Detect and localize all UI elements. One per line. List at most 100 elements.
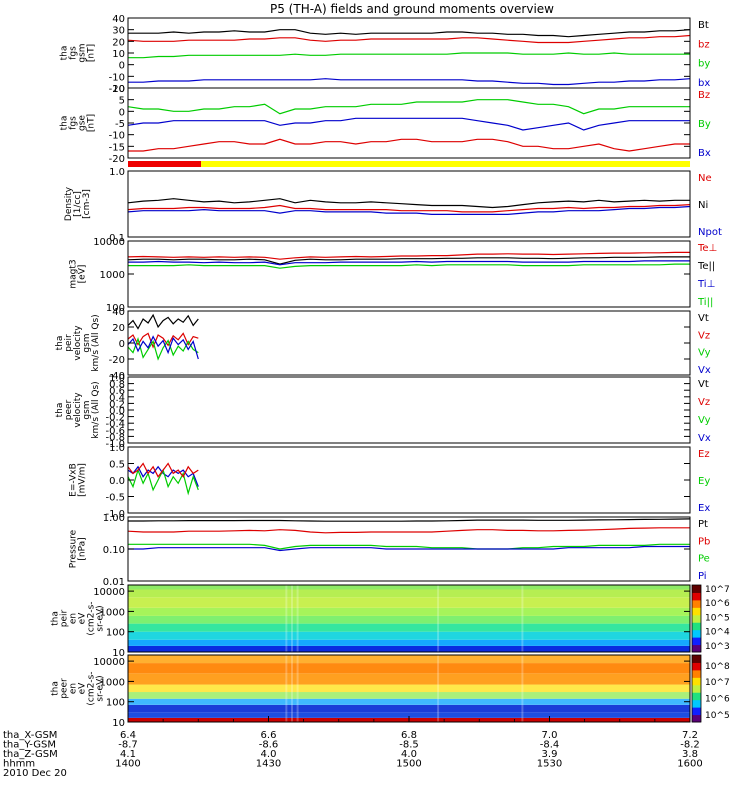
y-tick-label-1: 1.0 [109, 167, 125, 178]
spectro-band-1 [128, 712, 690, 718]
y-tick-label-3: 20 [112, 323, 125, 334]
y-tick-label-2: 0.0 [109, 476, 125, 487]
axis-row-value-0-0: 6.4 [120, 730, 136, 741]
y-tick-label-2: 1000 [100, 677, 125, 688]
time-axis: tha_X-GSM 6.4 6.6 6.8 7.0 7.2 tha_Y-GSM -8.7 -8.… [3, 716, 703, 779]
legend-entry-1: bz [698, 39, 710, 50]
spectro-band-5 [128, 607, 690, 616]
y-tick-label-4: 40 [112, 307, 125, 318]
axis-row-label-2: tha_Z-GSM [3, 749, 58, 760]
series-line-2 [127, 337, 199, 361]
legend-entry-2: Vy [698, 415, 711, 426]
axis-row-value-1-0: -8.7 [118, 740, 138, 751]
y-tick-label-0: 10 [112, 718, 125, 729]
y-tick-label-3: 0.5 [109, 460, 125, 471]
series-line-1 [127, 527, 690, 534]
colorbar-cell-3 [692, 692, 701, 701]
series-line-3 [128, 263, 690, 269]
y-axis-label-4: km/s (All Qs) [91, 381, 101, 438]
colorbar-cell-1 [692, 707, 701, 716]
colorbar-label-0: 10^5 [705, 711, 730, 721]
y-tick-label-5: 5 [119, 96, 125, 107]
legend-entry-3: Vx [698, 365, 711, 376]
axis-row-label-0: tha_X-GSM [3, 730, 57, 741]
y-axis-label-0: tha [51, 611, 61, 626]
y-tick-label-1: -0.8 [105, 432, 125, 443]
axis-row-value-3-2: 1500 [396, 759, 421, 770]
y-tick-label-1: -15 [109, 142, 125, 153]
spectro-stripe-1 [290, 655, 293, 722]
y-axis-label-1: peer [64, 399, 74, 420]
axis-row-value-2-3: 3.9 [542, 749, 558, 760]
spectro-stripe-4 [521, 585, 524, 652]
series-line-2 [128, 260, 690, 266]
y-axis-label-1: peer [60, 678, 70, 699]
y-axis-label-2: en [69, 683, 79, 694]
legend-entry-0: Pt [698, 519, 708, 530]
series-line-2 [127, 117, 690, 131]
y-axis-label-5: sr-eV) [96, 605, 106, 631]
y-tick-label-6: 0.2 [109, 399, 125, 410]
panel-frame [127, 376, 691, 444]
colorbar-frame [691, 654, 702, 723]
colorbar-label-2: 10^5 [705, 613, 730, 623]
spectro-band-1 [128, 639, 690, 646]
y-axis-label-2: en [69, 613, 79, 624]
colorbar-label-1: 10^4 [705, 628, 730, 638]
legend-entry-2: Ex [698, 503, 710, 514]
y-tick-label-3: -0.4 [105, 419, 125, 430]
y-axis-label-2: gsm [78, 43, 88, 62]
colorbar-cell-7 [692, 662, 701, 671]
y-tick-label-0: 100 [106, 303, 125, 314]
legend-entry-0: Vt [698, 379, 709, 390]
colorbar-cell-0 [692, 644, 701, 653]
axis-row-value-1-4: -8.2 [680, 740, 700, 751]
axis-row-value-1-3: -8.4 [540, 740, 560, 751]
figure-title: P5 (TH-A) fields and ground moments over… [270, 2, 554, 16]
series-line-0 [127, 465, 199, 487]
y-tick-label-0: 0.01 [103, 577, 125, 588]
colorbar-cell-1 [692, 637, 701, 646]
legend-entry-3: bx [698, 78, 710, 89]
series-line-2 [127, 205, 691, 215]
panel-7: -1.0 -0.5 0.0 0.5 1.0 E=-VxB [mV/m] Ez Ey Ex [69, 443, 711, 520]
colorbar-label-4: 10^7 [705, 585, 730, 595]
spectro-band-7 [128, 589, 690, 598]
series-line-0 [127, 313, 199, 330]
flag-segment-0 [128, 161, 202, 167]
series-line-3 [127, 335, 199, 360]
series-line-0 [127, 198, 690, 209]
axis-row-value-3-4: 1600 [677, 759, 702, 770]
spectro-band-8 [128, 585, 690, 590]
y-axis-label-3: [nT] [87, 44, 97, 62]
spectro-band-2 [128, 631, 690, 640]
spectro-band-7 [128, 663, 690, 674]
series-line-0 [128, 138, 690, 152]
y-tick-label-1: -20 [109, 355, 125, 366]
series-line-2 [128, 52, 690, 59]
y-tick-label-0: -40 [109, 371, 125, 382]
spectro-stripe-2 [296, 655, 299, 722]
y-tick-label-1: 100 [106, 628, 125, 639]
colorbar-cell-7 [692, 592, 701, 601]
series-line-0 [128, 29, 691, 38]
y-tick-label-4: 0 [119, 107, 125, 118]
axis-row-value-2-4: 3.8 [682, 749, 698, 760]
y-tick-label-1: 0.10 [103, 545, 125, 556]
spectro-band-3 [128, 623, 690, 632]
legend-entry-0: Ne [698, 173, 712, 184]
y-tick-label-7: 0.4 [109, 393, 125, 404]
y-tick-label-4: 20 [112, 37, 125, 48]
colorbar-label-3: 10^6 [705, 599, 730, 609]
y-tick-label-2: 1.00 [103, 513, 125, 524]
axis-row-value-0-3: 7.0 [542, 730, 558, 741]
spectro-band-6 [128, 597, 690, 608]
y-tick-label-0: -1.0 [105, 439, 125, 450]
y-tick-label-2: -10 [109, 131, 125, 142]
y-axis-label-4: km/s (All Qs) [91, 314, 101, 371]
spectro-stripe-4 [521, 655, 524, 722]
y-axis-label-3: eV [78, 612, 88, 625]
